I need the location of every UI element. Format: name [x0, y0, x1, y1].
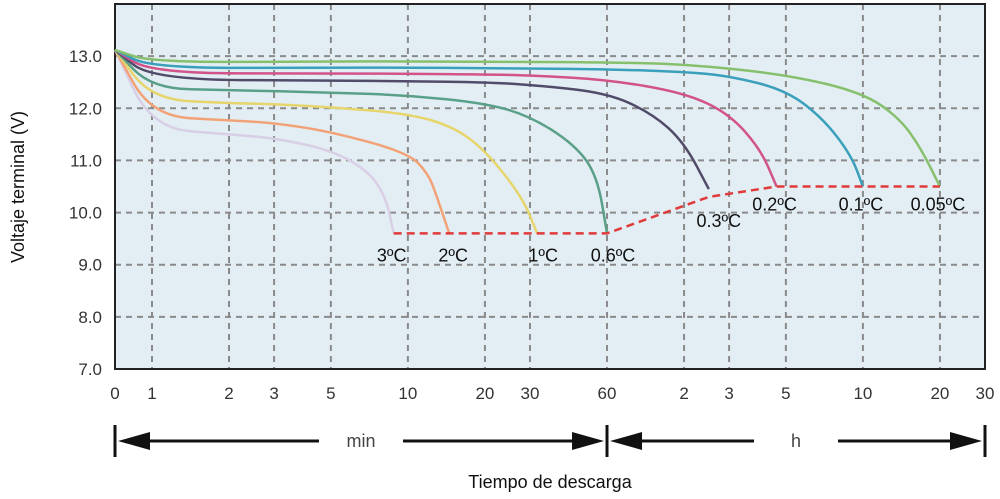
annotations-group: 3ºC 2ºC 1ºC 0.6ºC 0.3ºC 0.2ºC 0.1ºC 0.05ºC [377, 195, 965, 266]
x-tick-label: 10 [398, 384, 417, 403]
span-arrowhead-right [950, 432, 982, 450]
x-tick-label: 0 [110, 384, 119, 403]
series-label: 0.3ºC [697, 211, 742, 231]
series-line-03C [114, 48, 710, 190]
x-tick-label: 10 [853, 384, 872, 403]
x-tick-label: 3 [724, 384, 733, 403]
span-arrowhead-left [118, 432, 150, 450]
x-axis-ticks: 0 1 2 3 5 10 20 30 60 2 3 5 10 20 30 [110, 384, 994, 403]
cutoff-line-group [393, 185, 940, 235]
series-line-06C [114, 49, 609, 234]
y-tick-label: 8.0 [78, 308, 102, 327]
x-tick-label: 5 [781, 384, 790, 403]
series-label: 0.6ºC [591, 245, 636, 265]
x-tick-label: 3 [269, 384, 278, 403]
plot-area [114, 3, 986, 370]
span-label-min: min [347, 431, 376, 451]
span-arrowhead-right [572, 432, 605, 450]
time-spans: min h [113, 425, 987, 457]
cutoff-line [393, 185, 940, 235]
y-tick-label: 10.0 [69, 204, 102, 223]
y-axis-ticks: 7.0 8.0 9.0 10.0 11.0 12.0 13.0 [69, 47, 102, 379]
x-tick-label: 2 [679, 384, 688, 403]
x-tick-label: 2 [224, 384, 233, 403]
series-line-1C [113, 49, 539, 234]
x-tick-label: 30 [976, 384, 995, 403]
series-label: 0.2ºC [752, 195, 797, 215]
span-arrowhead-left [610, 432, 643, 450]
plot-border [114, 3, 986, 370]
series-line-3C [113, 49, 395, 234]
y-tick-label: 12.0 [69, 99, 102, 118]
x-tick-label: 1 [147, 384, 156, 403]
series-group [113, 48, 942, 234]
y-tick-label: 11.0 [70, 151, 102, 170]
x-tick-label: 30 [521, 384, 540, 403]
x-tick-label: 20 [930, 384, 949, 403]
x-tick-label: 5 [326, 384, 335, 403]
series-line-01C [114, 48, 865, 187]
x-tick-label: 60 [598, 384, 617, 403]
y-tick-label: 7.0 [78, 360, 102, 379]
series-line-2C [113, 49, 451, 234]
span-label-h: h [791, 431, 801, 451]
x-axis-label: Tiempo de descarga [468, 472, 632, 492]
series-label: 1ºC [528, 245, 558, 265]
series-label: 0.05ºC [911, 195, 966, 215]
y-axis-label: Voltaje terminal (V) [8, 111, 28, 263]
series-line-005C [114, 48, 942, 188]
series-label: 3ºC [377, 245, 407, 265]
x-tick-label: 20 [475, 384, 494, 403]
series-label: 2ºC [438, 245, 468, 265]
series-line-02C [114, 48, 778, 187]
y-tick-label: 13.0 [69, 47, 102, 66]
y-tick-label: 9.0 [78, 256, 102, 275]
series-label: 0.1ºC [839, 195, 884, 215]
